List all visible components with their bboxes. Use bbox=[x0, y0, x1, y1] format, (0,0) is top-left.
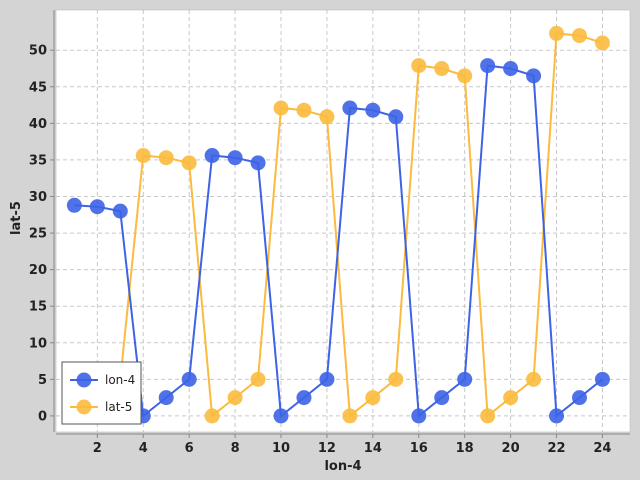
x-tick-label: 14 bbox=[364, 441, 382, 456]
data-point-lat-5 bbox=[296, 102, 312, 118]
y-axis-label: lat-5 bbox=[9, 201, 24, 235]
data-point-lon-4 bbox=[112, 203, 128, 219]
data-point-lon-4 bbox=[594, 371, 610, 387]
data-point-lon-4 bbox=[342, 100, 358, 116]
y-tick-label: 0 bbox=[38, 409, 47, 424]
data-point-lat-5 bbox=[457, 68, 473, 84]
series-line-lat-5 bbox=[119, 32, 603, 418]
data-point-lat-5 bbox=[158, 150, 174, 166]
y-tick-label: 20 bbox=[29, 263, 47, 278]
data-point-lon-4 bbox=[273, 408, 289, 424]
data-point-lon-4 bbox=[571, 390, 587, 406]
data-point-lat-5 bbox=[526, 371, 542, 387]
data-point-lon-4 bbox=[66, 197, 82, 213]
data-point-lon-4 bbox=[181, 371, 197, 387]
legend-label-lon-4: lon-4 bbox=[105, 373, 135, 387]
x-tick-label: 4 bbox=[139, 441, 148, 456]
data-point-lat-5 bbox=[135, 148, 151, 164]
y-tick-label: 30 bbox=[29, 190, 47, 205]
y-tick-label: 5 bbox=[38, 373, 47, 388]
data-point-lat-5 bbox=[204, 408, 220, 424]
data-point-lat-5 bbox=[227, 390, 243, 406]
data-point-lon-4 bbox=[388, 109, 404, 125]
x-tick-label: 12 bbox=[318, 441, 336, 456]
x-tick-label: 20 bbox=[502, 441, 520, 456]
x-tick-label: 16 bbox=[410, 441, 428, 456]
data-point-lat-5 bbox=[503, 390, 519, 406]
y-tick-label: 10 bbox=[29, 336, 47, 351]
y-tick-label: 25 bbox=[29, 227, 47, 242]
data-point-lat-5 bbox=[480, 408, 496, 424]
data-point-lat-5 bbox=[594, 35, 610, 51]
data-point-lon-4 bbox=[227, 150, 243, 166]
data-point-lon-4 bbox=[204, 148, 220, 164]
y-tick-label: 35 bbox=[29, 153, 47, 168]
data-point-lon-4 bbox=[158, 390, 174, 406]
data-point-lon-4 bbox=[526, 68, 542, 84]
x-tick-label: 10 bbox=[272, 441, 290, 456]
y-tick-label: 40 bbox=[29, 117, 47, 132]
legend-box bbox=[61, 361, 142, 425]
data-point-lat-5 bbox=[273, 100, 289, 116]
data-point-lat-5 bbox=[411, 58, 427, 74]
data-point-lon-4 bbox=[549, 408, 565, 424]
data-point-lat-5 bbox=[181, 155, 197, 171]
data-point-lon-4 bbox=[480, 58, 496, 74]
legend-marker-lat-5 bbox=[76, 399, 92, 415]
x-tick-label: 8 bbox=[231, 441, 240, 456]
data-point-lat-5 bbox=[549, 25, 565, 41]
data-point-lon-4 bbox=[296, 390, 312, 406]
data-point-lon-4 bbox=[319, 371, 335, 387]
data-point-lat-5 bbox=[319, 109, 335, 125]
data-point-lat-5 bbox=[365, 390, 381, 406]
y-tick-label: 45 bbox=[29, 80, 47, 95]
data-point-lon-4 bbox=[250, 155, 266, 171]
data-point-lon-4 bbox=[457, 371, 473, 387]
data-point-lat-5 bbox=[342, 408, 358, 424]
x-tick-label: 2 bbox=[93, 441, 102, 456]
data-point-lat-5 bbox=[434, 61, 450, 77]
plot-border bbox=[55, 9, 631, 433]
legend-label-lat-5: lat-5 bbox=[105, 400, 132, 414]
legend: lon-4 lat-5 bbox=[61, 361, 142, 425]
data-point-lon-4 bbox=[503, 61, 519, 77]
y-tick-label: 15 bbox=[29, 300, 47, 315]
y-tick-label: 50 bbox=[29, 44, 47, 59]
legend-marker-lon-4 bbox=[76, 372, 92, 388]
x-tick-label: 18 bbox=[456, 441, 474, 456]
x-tick-label: 22 bbox=[547, 441, 565, 456]
x-axis-label: lon-4 bbox=[324, 459, 361, 474]
data-point-lon-4 bbox=[89, 199, 105, 215]
x-tick-label: 24 bbox=[593, 441, 611, 456]
data-point-lon-4 bbox=[434, 390, 450, 406]
data-point-lat-5 bbox=[250, 371, 266, 387]
data-point-lat-5 bbox=[571, 28, 587, 44]
data-point-lat-5 bbox=[388, 371, 404, 387]
data-point-lon-4 bbox=[411, 408, 427, 424]
x-tick-label: 6 bbox=[185, 441, 194, 456]
data-point-lon-4 bbox=[365, 102, 381, 118]
